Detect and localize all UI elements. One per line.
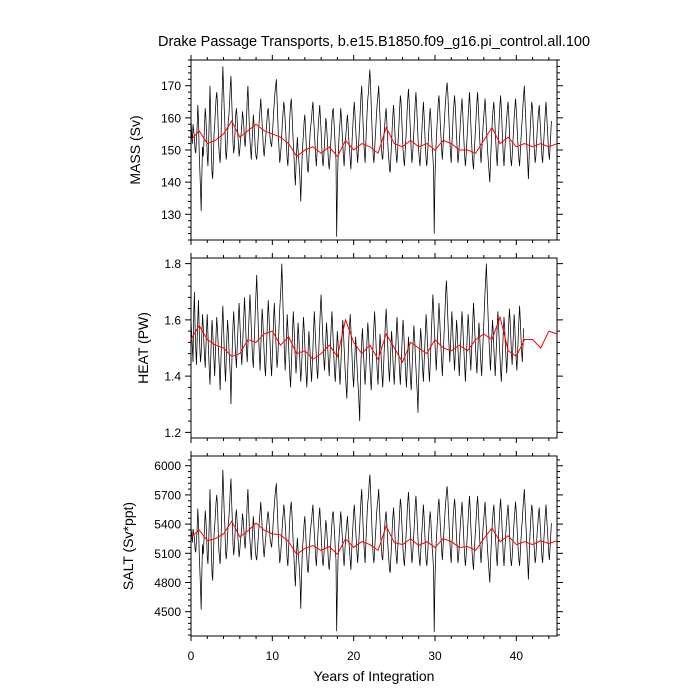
mass-axis-label: MASS (Sv)	[127, 115, 143, 184]
heat-raw-series	[191, 263, 525, 422]
mass-panel: MASS (Sv) 130 140 150 160 170	[127, 55, 563, 245]
salt-y-tick-label: 5400	[154, 518, 181, 532]
x-tick-label: 30	[428, 649, 442, 663]
heat-panel: HEAT (PW) 1.2 1.4 1.6 1.8	[135, 253, 563, 443]
mass-y-tick-label: 130	[161, 208, 181, 222]
x-tick-labels: 0 10 20 30 40	[188, 649, 524, 663]
heat-axis-label: HEAT (PW)	[135, 312, 151, 384]
mass-smoothed-series	[191, 120, 557, 158]
mass-y-tick-label: 140	[161, 176, 181, 190]
salt-smoothed-series	[191, 520, 557, 556]
heat-y-tick-label: 1.4	[164, 370, 181, 384]
x-tick-label: 10	[266, 649, 280, 663]
x-axis-label: Years of Integration	[314, 668, 435, 684]
salt-y-tick-label: 6000	[154, 459, 181, 473]
heat-y-tick-label: 1.8	[164, 257, 181, 271]
salt-panel: SALT (Sv*ppt) 4500 4800 5100 5400 5700 6000	[120, 451, 563, 641]
salt-y-tick-label: 4500	[154, 605, 181, 619]
x-tick-label: 40	[510, 649, 524, 663]
heat-smoothed-series	[191, 315, 557, 364]
heat-panel-frame	[190, 257, 558, 439]
chart-title: Drake Passage Transports, b.e15.B1850.f0…	[158, 34, 590, 50]
heat-y-tick-label: 1.2	[164, 426, 181, 440]
salt-raw-series	[191, 469, 552, 633]
mass-y-tick-label: 160	[161, 111, 181, 125]
salt-y-tick-label: 5700	[154, 488, 181, 502]
mass-y-tick-label: 170	[161, 79, 181, 93]
salt-panel-frame	[190, 455, 558, 637]
heat-y-tick-label: 1.6	[164, 313, 181, 327]
mass-raw-series	[191, 66, 552, 237]
salt-y-tick-label: 4800	[154, 576, 181, 590]
salt-y-tick-label: 5100	[154, 547, 181, 561]
mass-y-tick-label: 150	[161, 144, 181, 158]
salt-axis-label: SALT (Sv*ppt)	[120, 502, 136, 590]
x-tick-label: 20	[347, 649, 361, 663]
x-tick-label: 0	[188, 649, 195, 663]
